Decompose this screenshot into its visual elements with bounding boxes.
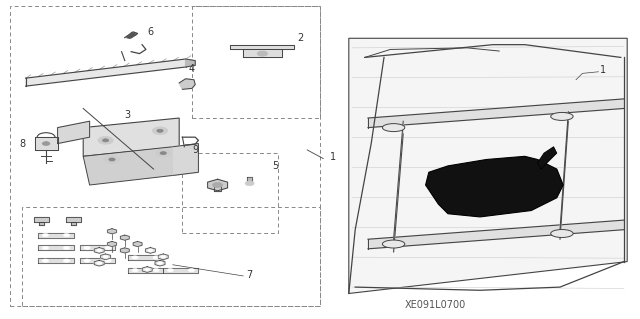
Text: 9: 9 (192, 145, 198, 155)
Ellipse shape (550, 113, 573, 121)
Polygon shape (214, 183, 221, 191)
Polygon shape (83, 118, 179, 156)
Text: 2: 2 (298, 33, 304, 43)
Polygon shape (155, 260, 165, 266)
Polygon shape (94, 248, 104, 253)
Polygon shape (133, 241, 142, 247)
Text: 1: 1 (600, 65, 606, 75)
Circle shape (98, 137, 113, 144)
Circle shape (42, 142, 50, 145)
Polygon shape (142, 267, 152, 272)
Circle shape (161, 256, 166, 258)
Polygon shape (58, 121, 90, 144)
Circle shape (145, 268, 150, 271)
Circle shape (152, 127, 168, 135)
Circle shape (97, 262, 102, 264)
Text: 1: 1 (330, 152, 336, 161)
Polygon shape (100, 254, 111, 260)
Circle shape (105, 246, 111, 249)
Polygon shape (128, 255, 163, 260)
Polygon shape (179, 79, 195, 89)
Text: 5: 5 (272, 161, 278, 171)
Circle shape (84, 259, 90, 262)
Circle shape (63, 259, 70, 262)
Circle shape (157, 262, 163, 264)
Circle shape (245, 181, 254, 186)
Polygon shape (34, 217, 49, 222)
Circle shape (84, 246, 90, 249)
Circle shape (132, 269, 138, 272)
Circle shape (132, 256, 138, 259)
Polygon shape (120, 248, 129, 253)
Ellipse shape (383, 123, 405, 132)
Polygon shape (426, 156, 563, 217)
Circle shape (97, 249, 102, 252)
Circle shape (212, 182, 223, 188)
Circle shape (153, 269, 159, 272)
Text: 4: 4 (189, 64, 195, 74)
Polygon shape (80, 258, 115, 263)
Polygon shape (349, 38, 627, 293)
Polygon shape (158, 254, 168, 260)
Circle shape (102, 139, 109, 142)
Bar (22, 207, 320, 306)
Polygon shape (560, 112, 568, 239)
Text: 8: 8 (19, 139, 26, 149)
Polygon shape (207, 179, 228, 191)
Polygon shape (83, 147, 173, 185)
Polygon shape (38, 245, 74, 250)
Polygon shape (35, 137, 58, 150)
Bar (192, 6, 320, 118)
Polygon shape (94, 260, 104, 266)
Polygon shape (26, 59, 186, 86)
Circle shape (156, 149, 171, 157)
Ellipse shape (550, 230, 573, 237)
Polygon shape (66, 217, 81, 222)
Polygon shape (39, 222, 44, 225)
Polygon shape (108, 241, 116, 247)
Text: XE091L0700: XE091L0700 (404, 300, 466, 310)
Circle shape (257, 51, 268, 56)
Circle shape (42, 246, 49, 249)
Ellipse shape (383, 240, 405, 248)
Circle shape (105, 259, 111, 262)
Bar (10, 6, 320, 306)
Polygon shape (120, 235, 129, 240)
Text: 6: 6 (147, 27, 154, 37)
Polygon shape (243, 49, 282, 57)
Polygon shape (186, 59, 195, 67)
Circle shape (63, 246, 70, 249)
Polygon shape (163, 268, 198, 273)
Polygon shape (368, 220, 624, 249)
Polygon shape (538, 147, 557, 169)
Polygon shape (38, 258, 74, 263)
Polygon shape (247, 177, 252, 183)
Circle shape (157, 129, 163, 132)
Polygon shape (145, 248, 156, 253)
Circle shape (188, 269, 195, 272)
Circle shape (104, 156, 120, 163)
Polygon shape (80, 245, 115, 250)
Polygon shape (230, 45, 294, 49)
Polygon shape (108, 229, 116, 234)
Circle shape (103, 256, 108, 258)
Circle shape (153, 256, 159, 259)
Polygon shape (127, 33, 136, 38)
Text: 3: 3 (125, 110, 131, 120)
Polygon shape (173, 144, 198, 175)
Circle shape (148, 249, 153, 252)
Circle shape (109, 158, 115, 161)
Text: 7: 7 (246, 270, 253, 279)
Polygon shape (71, 222, 76, 225)
Circle shape (63, 234, 70, 237)
Circle shape (42, 234, 49, 237)
Circle shape (42, 259, 49, 262)
Polygon shape (368, 99, 624, 128)
Polygon shape (394, 121, 403, 252)
Polygon shape (38, 233, 74, 238)
Polygon shape (128, 268, 163, 273)
Bar (182, 153, 278, 233)
Circle shape (160, 152, 166, 155)
Circle shape (167, 269, 173, 272)
